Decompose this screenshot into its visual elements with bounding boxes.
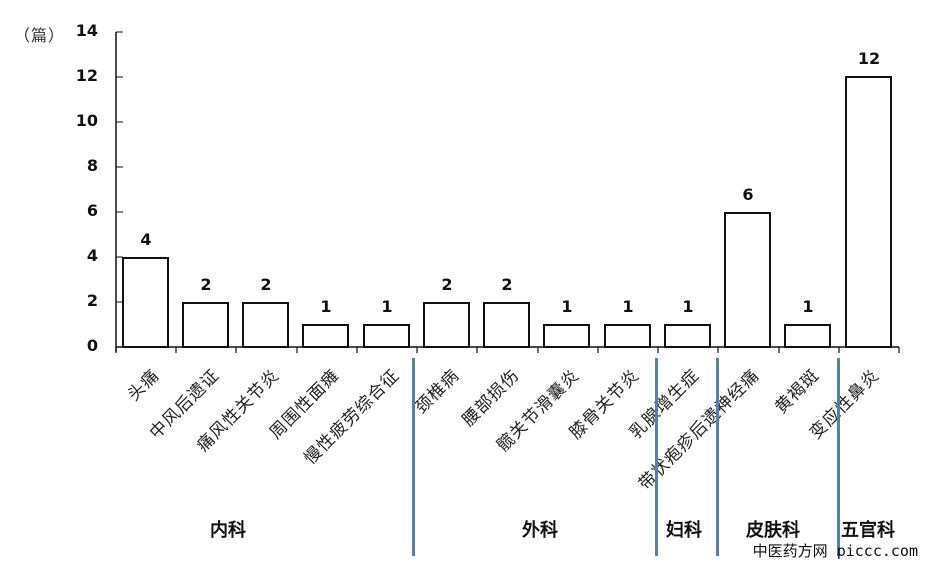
watermark-en: piccc.com	[836, 542, 918, 560]
group-separator	[837, 358, 840, 556]
bar-zhongfeng	[182, 302, 229, 348]
bar-value-label: 2	[501, 275, 513, 294]
group-separator	[716, 358, 719, 556]
group-separator	[655, 358, 658, 556]
bar-biying	[845, 76, 892, 348]
group-label-waike: 外科	[522, 520, 558, 541]
bar-value-label: 6	[742, 185, 754, 204]
ytick-label: 8	[86, 156, 98, 175]
bar-value-label: 1	[802, 297, 814, 316]
ytick-label: 4	[86, 246, 98, 265]
bar-value-label: 2	[441, 275, 453, 294]
bar-yaobu	[483, 302, 530, 348]
ytick-label: 10	[75, 111, 98, 130]
bar-value-label: 1	[381, 297, 393, 316]
bar-jingzhui	[423, 302, 470, 348]
bar-toutong	[122, 257, 169, 348]
bar-value-label: 2	[260, 275, 272, 294]
group-label-wuguanke: 五官科	[841, 520, 895, 541]
bar-value-label: 1	[561, 297, 573, 316]
bar-value-label: 1	[682, 297, 694, 316]
watermark: 中医药方网 piccc.com	[753, 540, 918, 561]
bar-xigu	[604, 324, 651, 348]
y-axis-unit-label: （篇）	[14, 26, 66, 45]
bar-value-label: 2	[200, 275, 212, 294]
bar-mianta	[302, 324, 349, 348]
ytick-label: 14	[75, 21, 98, 40]
bar-tongfeng	[242, 302, 289, 348]
group-label-neike: 内科	[210, 520, 246, 541]
bar-value-label: 4	[140, 230, 152, 249]
group-label-fuke: 妇科	[666, 520, 702, 541]
bar-value-label: 1	[320, 297, 332, 316]
group-separator	[412, 358, 415, 556]
ytick-label: 12	[75, 66, 98, 85]
bar-pilao	[363, 324, 410, 348]
bar-daizhuang	[724, 212, 771, 348]
bar-value-label: 12	[857, 49, 881, 68]
group-label-pifuke: 皮肤科	[746, 520, 800, 541]
bar-kuanguanjie	[543, 324, 590, 348]
ytick-label: 0	[86, 336, 98, 355]
bar-huanghe	[784, 324, 831, 348]
watermark-cn: 中医药方网	[752, 542, 828, 560]
bar-ruxian	[664, 324, 711, 348]
ytick-label: 2	[86, 291, 98, 310]
ytick-label: 6	[86, 201, 98, 220]
bar-value-label: 1	[622, 297, 634, 316]
